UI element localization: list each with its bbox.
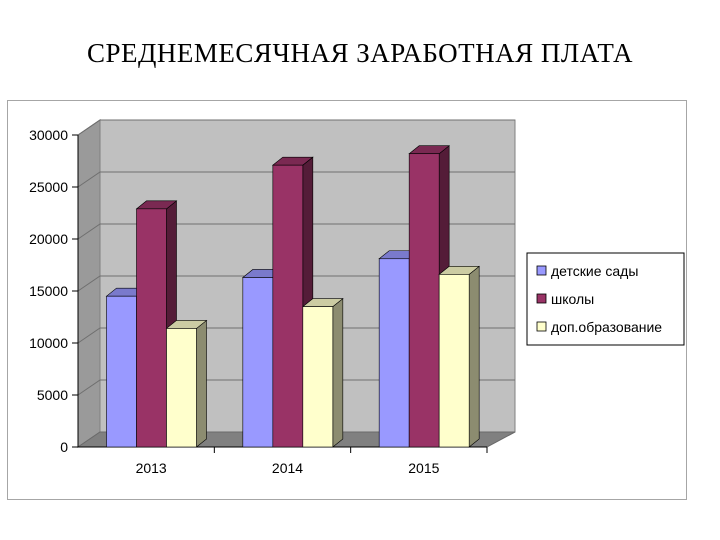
bar-side	[468, 265, 480, 448]
bar	[438, 265, 481, 448]
legend[interactable]: детские сады школы доп.образование	[526, 252, 685, 346]
gridline	[77, 223, 515, 240]
y-tick-label: 15000	[29, 283, 68, 299]
bar-front	[408, 153, 440, 448]
gridline	[77, 275, 515, 292]
bar-front	[378, 258, 410, 448]
legend-box	[526, 252, 685, 346]
legend-swatch	[536, 321, 547, 332]
gridline	[77, 171, 515, 188]
gridline	[77, 379, 515, 396]
bar-front	[136, 208, 167, 448]
bar-front	[166, 328, 197, 448]
x-axis-ticks: 2013 2014 2015	[136, 447, 488, 476]
x-tick-label: 2015	[408, 460, 439, 476]
bar-front	[438, 274, 470, 448]
y-tick-label: 30000	[29, 127, 68, 143]
bar	[301, 297, 344, 448]
page-title: СРЕДНЕМЕСЯЧНАЯ ЗАРАБОТНАЯ ПЛАТА	[87, 38, 633, 68]
bar	[165, 319, 208, 448]
x-tick-label: 2013	[136, 460, 167, 476]
chart-frame	[7, 100, 687, 500]
y-tick-label: 0	[60, 439, 68, 455]
legend-label: детские сады	[551, 263, 638, 279]
legend-swatch	[536, 293, 547, 304]
bar-front	[272, 164, 304, 448]
legend-label: школы	[551, 291, 594, 307]
legend-label: доп.образование	[551, 319, 662, 335]
bar-front	[242, 277, 274, 448]
x-tick-label: 2014	[272, 460, 303, 476]
bar-side	[332, 297, 344, 448]
bar-front	[302, 306, 334, 448]
gridline	[77, 327, 515, 344]
y-tick-label: 20000	[29, 231, 68, 247]
gridlines	[77, 119, 515, 396]
gridline	[77, 119, 515, 136]
y-tick-label: 5000	[37, 387, 68, 403]
bars	[105, 145, 481, 448]
y-tick-label: 10000	[29, 335, 68, 351]
legend-swatch	[536, 265, 547, 276]
bar-front	[106, 295, 137, 448]
y-tick-label: 25000	[29, 179, 68, 195]
bar-side	[196, 319, 207, 448]
